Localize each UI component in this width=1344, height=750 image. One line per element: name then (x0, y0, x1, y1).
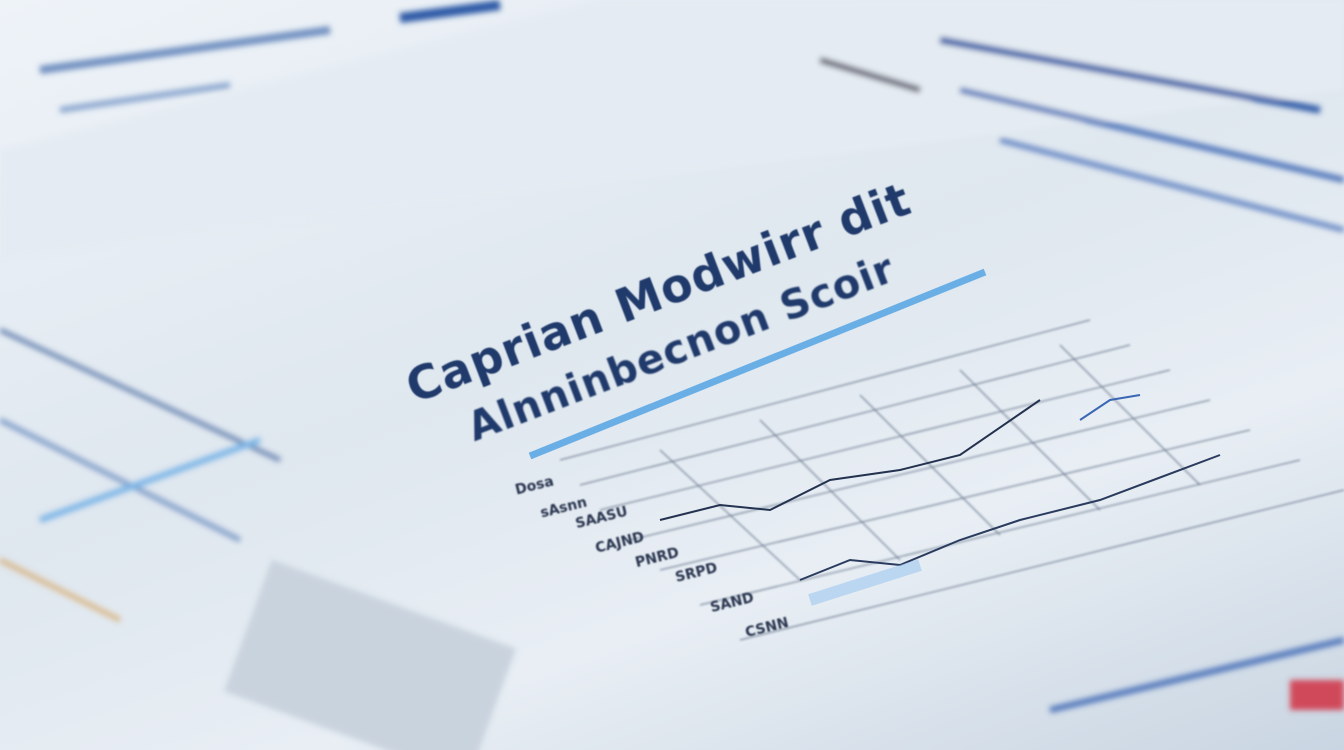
highlight-band (808, 559, 922, 606)
accent-bar (528, 268, 987, 460)
chart-grid (559, 319, 1344, 641)
chart-lines (659, 394, 1221, 581)
